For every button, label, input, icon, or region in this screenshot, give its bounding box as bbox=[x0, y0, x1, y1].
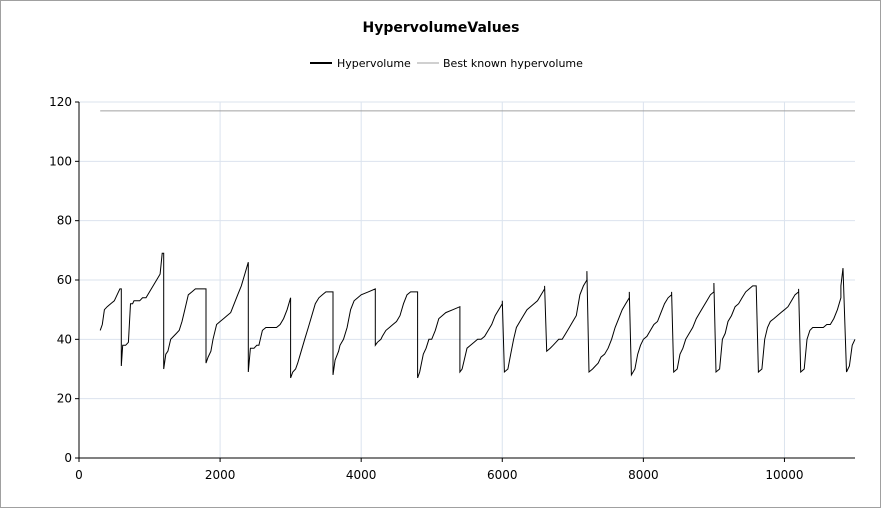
legend: Hypervolume Best known hypervolume bbox=[310, 57, 583, 70]
x-tick-label-6000: 6000 bbox=[487, 468, 518, 482]
axes bbox=[75, 101, 855, 462]
y-tick-label-40: 40 bbox=[57, 332, 72, 346]
y-tick-label-120: 120 bbox=[49, 95, 72, 109]
y-tick-label-60: 60 bbox=[57, 273, 72, 287]
legend-label-hypervolume: Hypervolume bbox=[337, 57, 411, 70]
x-tick-label-10000: 10000 bbox=[765, 468, 803, 482]
series-line-hypervolume bbox=[99, 252, 856, 379]
plot-series bbox=[99, 110, 856, 379]
grid bbox=[79, 101, 855, 458]
x-tick-label-0: 0 bbox=[75, 468, 83, 482]
chart-title: HypervolumeValues bbox=[363, 20, 520, 36]
x-tick-label-8000: 8000 bbox=[628, 468, 659, 482]
y-tick-label-20: 20 bbox=[57, 392, 72, 406]
legend-label-best-known: Best known hypervolume bbox=[443, 57, 583, 70]
x-tick-label-2000: 2000 bbox=[205, 468, 236, 482]
y-tick-label-100: 100 bbox=[49, 154, 72, 168]
tick-labels: 0 20 40 60 80 100 120 0 2000 4000 6000 8000 10000 bbox=[49, 95, 803, 482]
x-tick-label-4000: 4000 bbox=[346, 468, 377, 482]
y-tick-label-80: 80 bbox=[57, 214, 72, 228]
y-tick-label-0: 0 bbox=[64, 451, 72, 465]
